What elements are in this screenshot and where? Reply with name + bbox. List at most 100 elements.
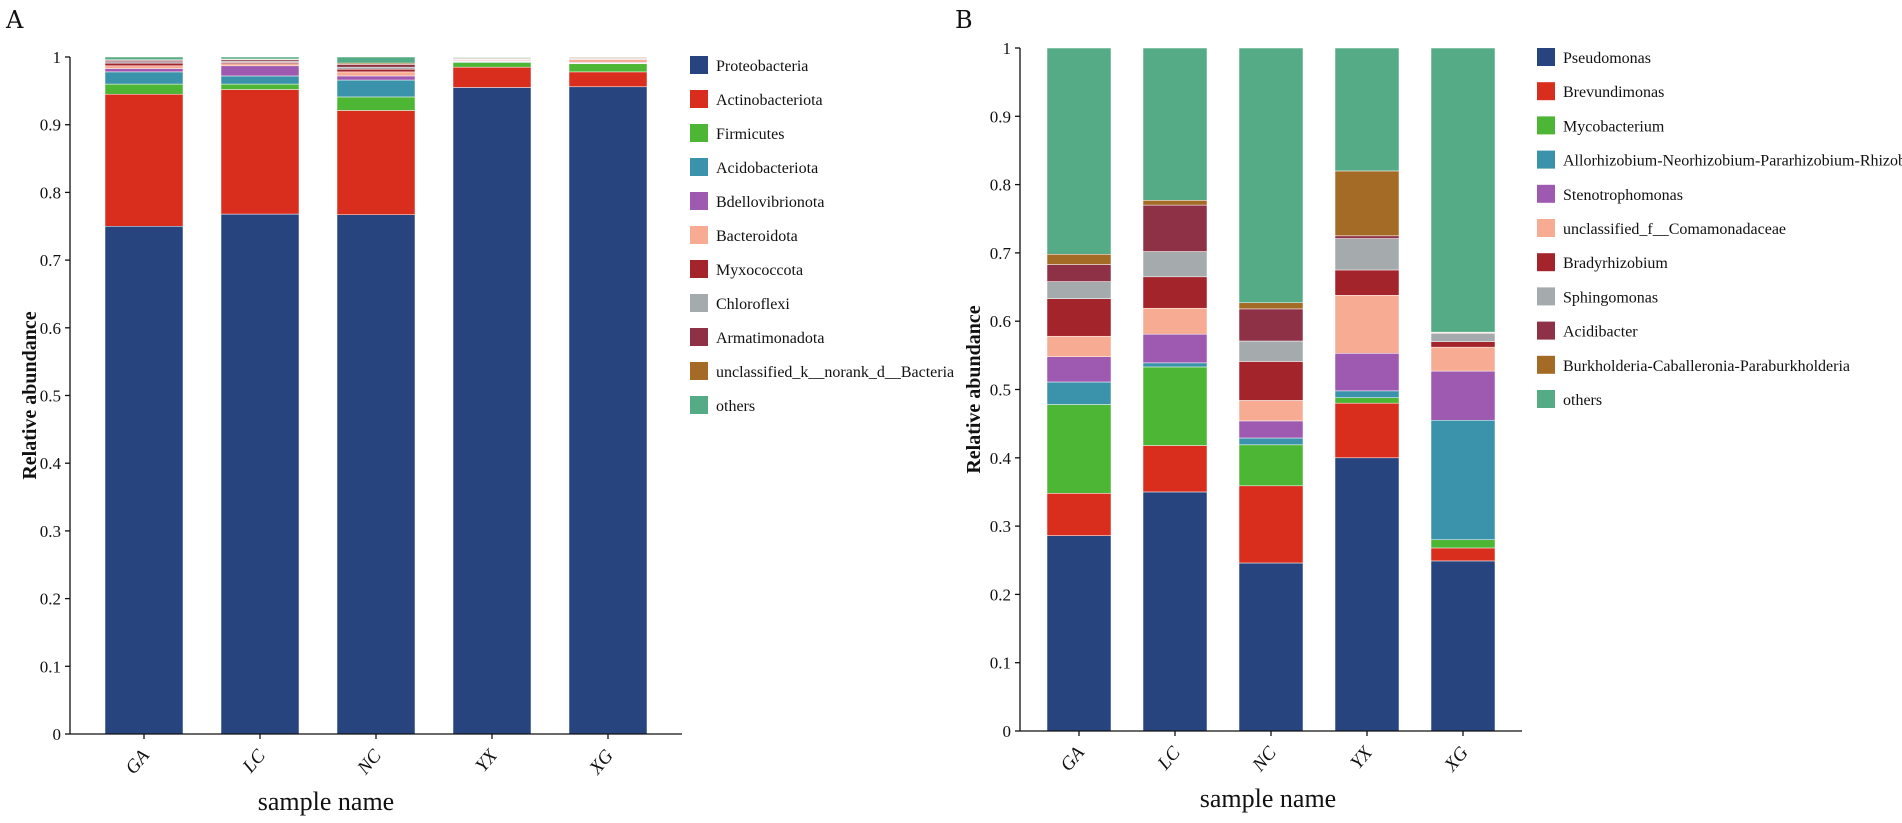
y-tick-label: 0.7 (40, 251, 62, 270)
bar-segment-LC-8 (1142, 251, 1208, 278)
bar-segment-YX-3 (1334, 397, 1400, 404)
bar-segment-YX-4 (1334, 390, 1400, 398)
bar-segment-XG-7 (1430, 341, 1496, 348)
x-tick-label: GA (121, 745, 154, 778)
x-tick-label: YX (1346, 742, 1377, 774)
y-tick-label: 0.2 (40, 590, 61, 609)
x-tick-label: XG (585, 746, 618, 780)
bar-segment-GA-10 (1046, 254, 1112, 265)
bar-segment-LC-6 (220, 63, 300, 67)
bar-segment-LC-7 (1142, 276, 1208, 309)
bar-segment-LC-1 (1142, 491, 1208, 732)
legend-swatch (690, 328, 708, 346)
bar-segment-LC-3 (1142, 366, 1208, 446)
bar-segment-GA-1 (1046, 535, 1112, 732)
bar-segment-NC-5 (1238, 420, 1304, 439)
bar-segment-LC-10 (1142, 200, 1208, 206)
bar-segment-GA-4 (104, 71, 184, 85)
panel-A: A GA LC NC YX XG 0 0.1 0.2 0.3 0.4 0.5 0.6 0.7 0.8 0.9 1… (5, 6, 954, 816)
x-tick-label: NC (1248, 742, 1281, 776)
bar-segment-GA-5 (104, 68, 184, 73)
legend-swatch (1537, 287, 1555, 306)
y-tick-label: 0.4 (990, 449, 1012, 468)
legend-label: Firmicutes (716, 126, 784, 143)
bar-segment-YX-10 (1334, 170, 1400, 237)
legend-label: Brevundimonas (1563, 84, 1664, 101)
x-tick-label: LC (238, 745, 270, 777)
bar-segment-LC-11 (220, 56, 300, 60)
y-tick-label: 0.7 (990, 244, 1012, 263)
legend-swatch (690, 396, 708, 414)
legend-label: Stenotrophomonas (1563, 187, 1683, 204)
bar-segment-GA-11 (104, 56, 184, 60)
bar-segment-LC-4 (220, 75, 300, 85)
bar-segment-LC-2 (220, 89, 300, 215)
bar-segment-XG-3 (568, 63, 648, 73)
legend-swatch (1537, 116, 1555, 135)
legend-label: Bdellovibrionota (716, 194, 824, 211)
x-tick-label: LC (1153, 742, 1185, 774)
bar-segment-YX-1 (1334, 457, 1400, 732)
legend-swatch (690, 294, 708, 312)
bar-segment-GA-2 (1046, 493, 1112, 536)
legend-label: Sphingomonas (1563, 289, 1658, 306)
bar-segment-NC-2 (336, 110, 416, 215)
legend-label: others (716, 398, 755, 415)
legend-label: Pseudomonas (1563, 50, 1651, 67)
y-tick-label: 0.8 (40, 183, 61, 202)
bar-segment-LC-5 (1142, 333, 1208, 364)
legend-label: Bacteroidota (716, 228, 798, 245)
bar-segment-YX-8 (1334, 238, 1400, 271)
bar-segment-GA-2 (104, 93, 184, 227)
bar-segment-XG-6 (568, 59, 648, 63)
legend-label: Proteobacteria (716, 58, 808, 75)
bar-segment-NC-3 (336, 96, 416, 111)
y-tick-label: 0.3 (40, 522, 61, 541)
bar-segment-XG-11 (1430, 47, 1496, 333)
legend-label: unclassified_f__Comamonadaceae (1563, 221, 1786, 238)
bar-segment-YX-9 (1334, 235, 1400, 239)
legend-swatch (1537, 150, 1555, 169)
bar-segment-GA-5 (1046, 356, 1112, 383)
x-axis-title: sample name (1200, 784, 1336, 813)
bar-segment-GA-6 (104, 65, 184, 69)
bar-segment-NC-6 (336, 71, 416, 77)
bar-segment-LC-5 (220, 65, 300, 77)
y-tick-label: 0 (1003, 722, 1012, 741)
y-tick-label: 0.2 (990, 585, 1011, 604)
legend-label: Bradyrhizobium (1563, 255, 1668, 272)
y-tick-label: 0.5 (990, 381, 1011, 400)
bar-segment-GA-3 (104, 83, 184, 95)
bar-segment-XG-2 (568, 71, 648, 88)
bar-segment-LC-3 (220, 83, 300, 90)
legend-swatch (1537, 184, 1555, 203)
bar-segment-LC-1 (220, 213, 300, 735)
bar-segment-GA-3 (1046, 404, 1112, 494)
legend-swatch (1537, 355, 1555, 374)
bar-segment-GA-4 (1046, 381, 1112, 405)
x-tick-label: YX (471, 745, 502, 777)
bar-segment-NC-4 (336, 79, 416, 98)
bar-segment-YX-1 (452, 87, 532, 735)
y-tick-label: 0.1 (40, 657, 61, 676)
bar-segment-NC-9 (1238, 308, 1304, 342)
legend-swatch (690, 56, 708, 74)
y-tick-label: 0.3 (990, 517, 1011, 536)
bar-segment-YX-6 (1334, 294, 1400, 354)
bar-segment-NC-11 (1238, 47, 1304, 304)
legend-label: Mycobacterium (1563, 118, 1665, 135)
y-tick-label: 0.6 (990, 312, 1011, 331)
legend-label: unclassified_k__norank_d__Bacteria (716, 364, 954, 381)
legend-swatch (1537, 321, 1555, 340)
bar-segment-XG-1 (1430, 560, 1496, 732)
bar-segment-LC-6 (1142, 307, 1208, 335)
bar-segment-NC-11 (336, 56, 416, 64)
bar-segment-YX-3 (452, 62, 532, 68)
bar-segment-GA-8 (1046, 281, 1112, 299)
y-tick-label: 0.5 (40, 387, 61, 406)
y-tick-label: 1 (1003, 39, 1012, 58)
bar-segment-XG-10 (568, 56, 648, 58)
y-axis-title: Relative abundance (19, 311, 41, 479)
legend: Proteobacteria Actinobacteriota Firmicutes… (690, 56, 954, 415)
